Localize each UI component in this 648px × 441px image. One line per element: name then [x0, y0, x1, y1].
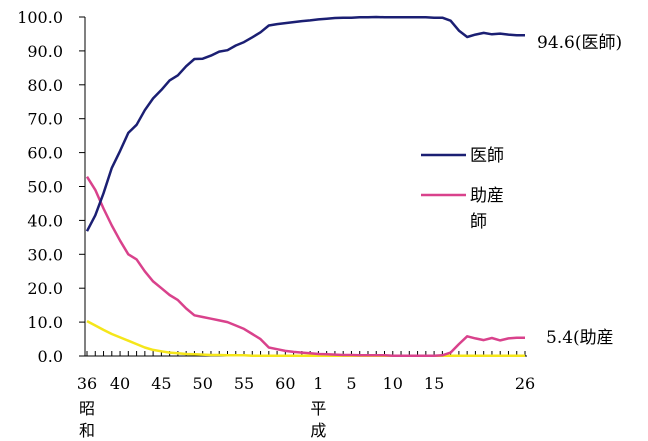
end-label-0: 94.6(医師)	[537, 33, 622, 53]
legend-label-1a: 助産	[470, 186, 504, 206]
era-label-heisei-2: 成	[310, 421, 326, 440]
x-tick-label: 40	[110, 374, 130, 393]
x-tick-label: 36	[77, 374, 97, 393]
era-label-showa-2: 和	[79, 421, 95, 440]
series-line-0	[85, 15, 525, 232]
x-tick-label: 50	[193, 374, 213, 393]
end-labels: 94.6(医師) 5.4(助産	[537, 33, 622, 348]
end-label-1: 5.4(助産	[546, 328, 614, 348]
y-tick-label: 70.0	[27, 110, 63, 129]
x-tick-label: 26	[515, 374, 535, 393]
legend-label-1b: 師	[470, 212, 487, 232]
x-tick-label: 15	[424, 374, 444, 393]
y-tick-label: 90.0	[27, 42, 63, 61]
series-line-2	[86, 319, 525, 357]
y-tick-label: 0.0	[38, 347, 63, 366]
y-tick-label: 10.0	[27, 313, 63, 332]
y-tick-label: 80.0	[27, 76, 63, 95]
y-tick-label: 30.0	[27, 245, 63, 264]
y-tick-label: 60.0	[27, 144, 63, 163]
y-tick-label: 50.0	[27, 178, 63, 197]
y-tick-label: 100.0	[17, 8, 63, 27]
x-tick-label: 45	[151, 374, 171, 393]
series-lines	[85, 15, 525, 357]
era-label-heisei-1: 平	[310, 399, 326, 418]
series-line-1	[85, 176, 525, 357]
legend-label-0: 医師	[470, 146, 504, 166]
era-label-showa-1: 昭	[79, 399, 95, 418]
x-tick-label: 5	[346, 374, 356, 393]
x-tick-label: 10	[383, 374, 403, 393]
y-tick-label: 40.0	[27, 211, 63, 230]
y-tick-label: 20.0	[27, 279, 63, 298]
y-axis: 0.0 10.0 20.0 30.0 40.0 50.0 60.0 70.0 80.0 90.0 1…	[17, 8, 86, 366]
x-tick-label: 1	[313, 374, 323, 393]
x-tick-label: 55	[234, 374, 254, 393]
x-tick-label: 60	[275, 374, 295, 393]
